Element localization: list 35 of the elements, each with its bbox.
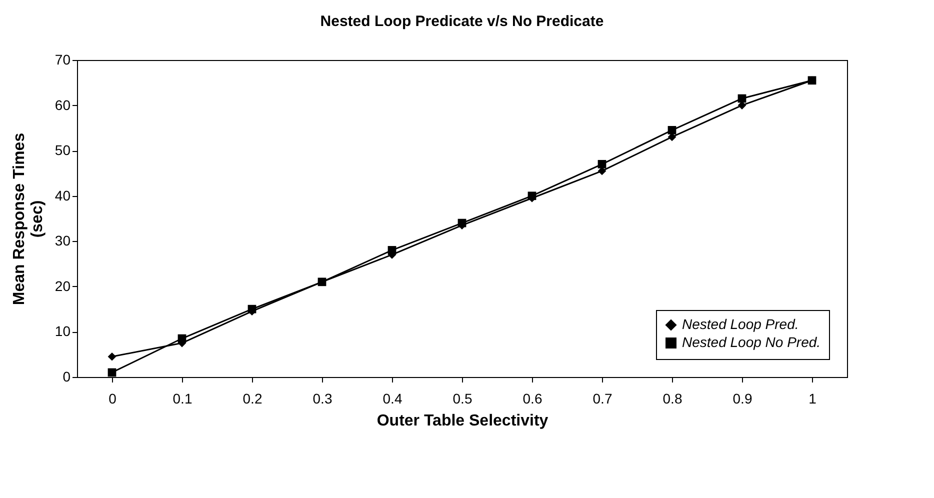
y-tick-label: 0 [62, 368, 71, 384]
y-tick-label: 70 [54, 52, 71, 68]
x-tick-label: 0.7 [592, 390, 612, 406]
x-tick-label: 0 [108, 390, 117, 406]
y-tick-label: 40 [54, 187, 71, 204]
x-tick-label: 0.3 [312, 390, 332, 406]
y-tick-label: 10 [54, 323, 71, 340]
x-tick-label: 0.5 [452, 390, 472, 406]
x-tick-label: 0.4 [382, 390, 402, 406]
point [668, 126, 676, 134]
point [248, 304, 256, 314]
x-axis-title: Outer Table Selectivity [376, 412, 548, 430]
x-tick-label: 0.1 [172, 390, 192, 406]
x-tick-label: 0.9 [732, 390, 752, 406]
point [318, 278, 326, 286]
legend-label: Nested Loop No Pred. [682, 334, 821, 350]
point [108, 368, 116, 377]
y-axis-title: Mean Response Times (sec) [10, 132, 46, 306]
point [108, 352, 116, 361]
chart-title: Nested Loop Predicate v/s No Predicate [320, 13, 604, 30]
point [388, 246, 396, 254]
x-tick-label: 0.6 [522, 390, 542, 406]
x-tick-label: 0.8 [662, 390, 682, 406]
point [458, 218, 466, 228]
y-tick-label: 30 [54, 232, 71, 249]
point [738, 94, 746, 103]
legend-label: Nested Loop Pred. [682, 316, 799, 332]
x-tick-label: 0.2 [242, 390, 262, 406]
point [808, 76, 816, 85]
y-tick-label: 60 [54, 96, 71, 113]
point [178, 334, 186, 343]
y-tick-label: 50 [54, 142, 71, 158]
y-tick-label: 20 [54, 278, 71, 294]
point [598, 160, 606, 168]
x-tick-label: 1 [808, 390, 817, 406]
